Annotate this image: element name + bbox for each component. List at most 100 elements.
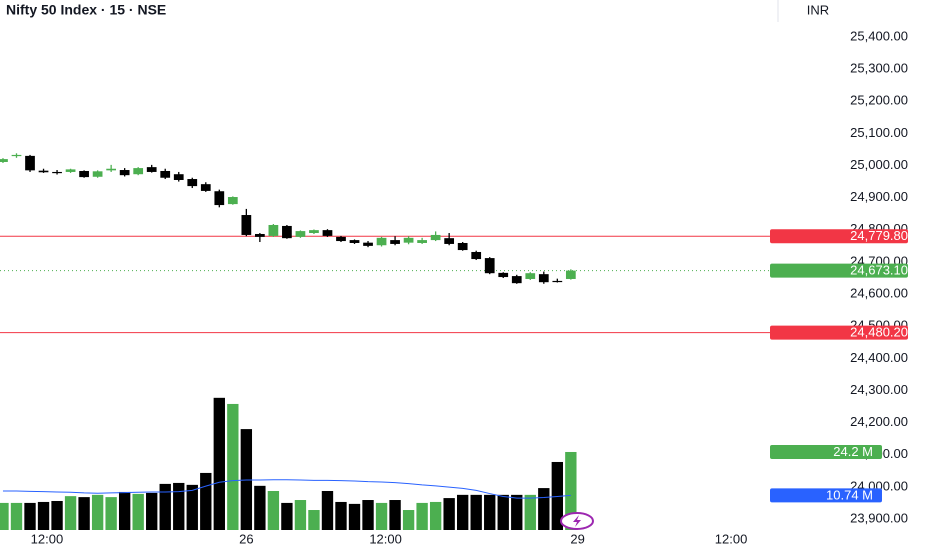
candle-body (173, 174, 184, 180)
x-tick-label: 12:00 (715, 531, 748, 546)
volume-bar (24, 502, 36, 530)
y-tick-label: 25,300.00 (850, 61, 908, 76)
axis-label: 24.2 M (833, 444, 873, 459)
volume-bar (456, 494, 469, 530)
volume-bar (524, 494, 536, 530)
x-tick-label: 29 (570, 531, 584, 546)
volume-bar (64, 496, 77, 530)
volume-bar (37, 501, 50, 530)
candle-body (133, 168, 144, 175)
currency-label: INR (807, 2, 829, 17)
axis-label: 24,673.10 (850, 263, 908, 278)
volume-bar (375, 502, 388, 530)
volume-bar (118, 491, 131, 530)
y-tick-label: 25,000.00 (850, 157, 908, 172)
y-tick-label: 24,200.00 (850, 414, 908, 429)
x-tick-label: 12:00 (31, 531, 64, 546)
volume-bar (538, 488, 550, 530)
candle-body (11, 154, 22, 157)
axis-label: 24,480.20 (850, 325, 908, 340)
volume-bar (91, 494, 104, 530)
volume-bar (389, 500, 401, 530)
volume-bar (281, 502, 293, 530)
volume-bar (511, 494, 523, 530)
candle-body (282, 225, 292, 239)
axis-label-box (770, 263, 908, 278)
volume-bar (443, 498, 455, 530)
chart-title: Nifty 50 Index · 15 · NSE (6, 2, 166, 18)
volume-bar (335, 501, 347, 530)
candle-body (471, 251, 482, 260)
candle-body (241, 215, 252, 235)
candle-body (92, 171, 103, 177)
volume-bar (159, 483, 171, 530)
y-tick-label: 25,400.00 (850, 28, 908, 43)
plot: 25,400.00 25,300.00 25,200.00 25,100.00 25,0… (0, 28, 908, 546)
candle-body (119, 170, 130, 176)
candle-body (498, 272, 509, 278)
volume-bar (497, 494, 509, 530)
candle-body (187, 179, 198, 187)
volume-bar (254, 485, 266, 530)
volume-bar (227, 403, 239, 530)
candle-body (417, 240, 427, 243)
y-tick-label: 24,900.00 (850, 189, 908, 204)
axis-label-box (770, 229, 908, 244)
volume-ma-line (2, 479, 571, 499)
volume-bar (308, 510, 320, 530)
candle-body (160, 170, 171, 178)
volume-bar (146, 492, 158, 530)
candle-body (227, 197, 238, 205)
volume-bar (565, 451, 577, 530)
y-tick-label: 25,200.00 (850, 93, 908, 108)
candle-body (430, 234, 441, 241)
volume-bar (470, 494, 482, 530)
candle-body (444, 238, 455, 244)
y-tick-label: 24,300.00 (850, 382, 908, 397)
volume-bar (200, 472, 212, 530)
candle-body (146, 167, 157, 172)
candle-body (349, 240, 360, 243)
candle-body (254, 233, 265, 237)
y-tick-label: 23,900.00 (850, 511, 908, 526)
candle-body (484, 258, 495, 274)
candle-body (295, 231, 306, 237)
volume-bar (105, 497, 117, 530)
candle-body (38, 170, 49, 173)
candle-body (25, 155, 35, 171)
volume-bar (416, 502, 428, 530)
candle-body (65, 169, 76, 172)
candle-body (538, 274, 549, 283)
volume-bar (213, 397, 225, 530)
candle-body (511, 276, 522, 284)
candle-body (525, 273, 536, 279)
candle-body (565, 270, 576, 279)
volume-bar (429, 501, 442, 530)
replay-icon (560, 512, 594, 530)
volume-bar (362, 500, 374, 530)
axis-label-box (770, 325, 908, 340)
volume-bar (294, 500, 307, 530)
candle-body (200, 184, 211, 191)
icon-bolt (573, 515, 581, 527)
volume-bar (186, 484, 198, 530)
volume-bar (10, 502, 23, 530)
candle-body (390, 240, 400, 244)
candle-body (552, 280, 563, 283)
volume-bar (51, 500, 63, 530)
candle-body (336, 236, 346, 242)
candle-body (322, 230, 333, 236)
volume-bar (348, 503, 361, 530)
candle-body (376, 237, 387, 246)
candle-body (52, 171, 62, 174)
volume-bar (321, 490, 334, 530)
axis-label-box (770, 444, 882, 459)
volume-bar (0, 502, 9, 530)
candle-body (363, 242, 373, 246)
volume-bar (484, 494, 496, 530)
volume-bar (402, 510, 415, 530)
candle-body (403, 237, 414, 243)
axis-label: 10.74 M (826, 487, 873, 502)
